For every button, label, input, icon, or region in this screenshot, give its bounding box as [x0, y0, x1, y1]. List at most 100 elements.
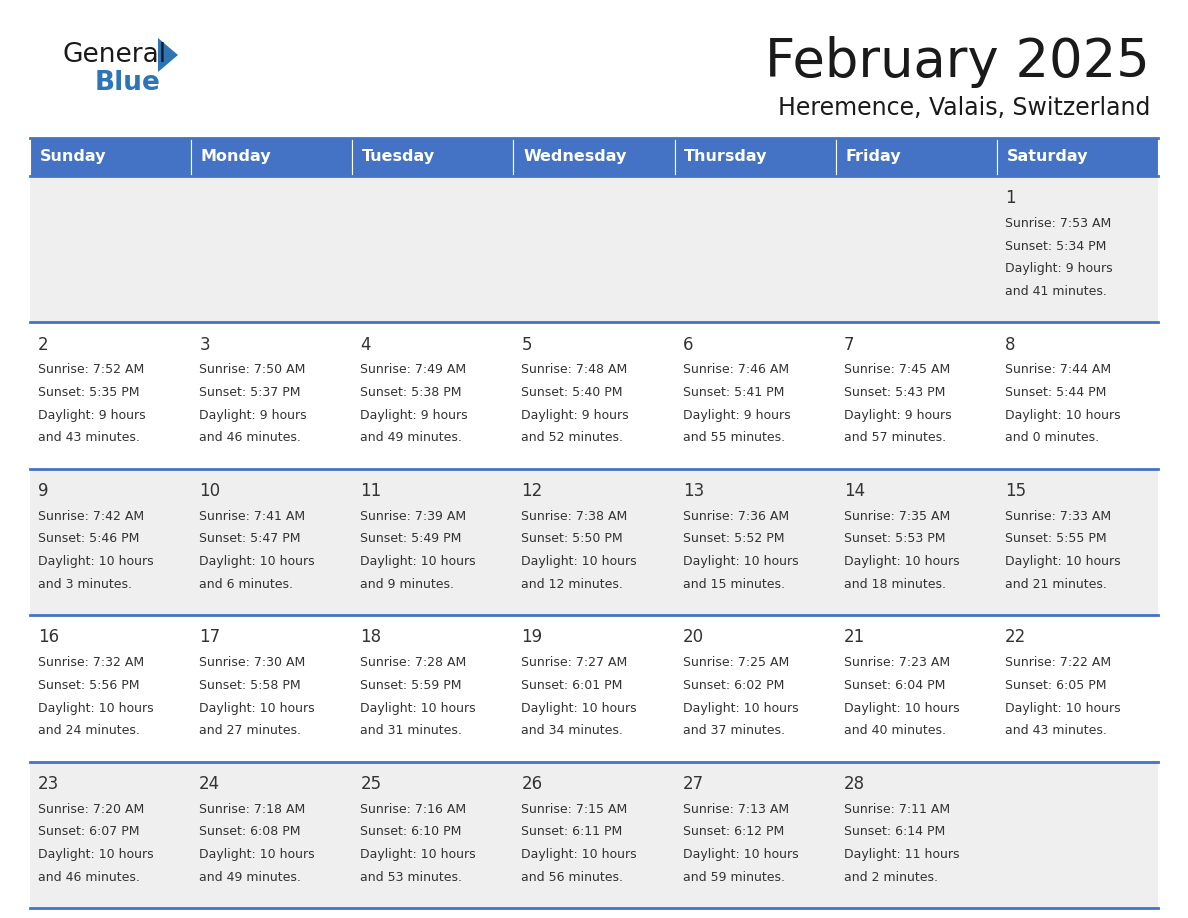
Bar: [997, 615, 1158, 762]
Text: 28: 28: [843, 775, 865, 793]
Text: Sunset: 5:50 PM: Sunset: 5:50 PM: [522, 532, 624, 545]
Text: and 6 minutes.: and 6 minutes.: [200, 577, 293, 591]
Bar: [835, 322, 997, 469]
Text: Daylight: 10 hours: Daylight: 10 hours: [1005, 701, 1120, 714]
Text: Daylight: 10 hours: Daylight: 10 hours: [1005, 409, 1120, 421]
Text: 7: 7: [843, 336, 854, 353]
Text: Sunset: 5:41 PM: Sunset: 5:41 PM: [683, 386, 784, 399]
Bar: [835, 138, 997, 176]
Text: Sunset: 6:04 PM: Sunset: 6:04 PM: [843, 679, 946, 692]
Text: Sunrise: 7:36 AM: Sunrise: 7:36 AM: [683, 509, 789, 522]
Text: Thursday: Thursday: [684, 150, 767, 164]
Text: Sunset: 5:49 PM: Sunset: 5:49 PM: [360, 532, 462, 545]
Bar: [513, 469, 675, 615]
Text: and 18 minutes.: and 18 minutes.: [843, 577, 946, 591]
Text: Sunrise: 7:28 AM: Sunrise: 7:28 AM: [360, 656, 467, 669]
Text: Sunrise: 7:46 AM: Sunrise: 7:46 AM: [683, 364, 789, 376]
Text: and 41 minutes.: and 41 minutes.: [1005, 285, 1107, 298]
Text: Sunset: 6:07 PM: Sunset: 6:07 PM: [38, 825, 139, 838]
Text: Sunset: 5:47 PM: Sunset: 5:47 PM: [200, 532, 301, 545]
Text: Daylight: 10 hours: Daylight: 10 hours: [683, 701, 798, 714]
Text: 16: 16: [38, 629, 59, 646]
Text: 17: 17: [200, 629, 220, 646]
Text: and 57 minutes.: and 57 minutes.: [843, 431, 946, 444]
Text: Sunrise: 7:20 AM: Sunrise: 7:20 AM: [38, 802, 144, 815]
Text: Sunset: 6:10 PM: Sunset: 6:10 PM: [360, 825, 462, 838]
Text: and 49 minutes.: and 49 minutes.: [200, 870, 301, 884]
Text: Sunset: 5:40 PM: Sunset: 5:40 PM: [522, 386, 623, 399]
Text: 3: 3: [200, 336, 210, 353]
Text: Daylight: 10 hours: Daylight: 10 hours: [38, 555, 153, 568]
Text: and 31 minutes.: and 31 minutes.: [360, 724, 462, 737]
Text: Sunset: 6:05 PM: Sunset: 6:05 PM: [1005, 679, 1106, 692]
Text: Daylight: 10 hours: Daylight: 10 hours: [360, 555, 476, 568]
Text: 15: 15: [1005, 482, 1026, 500]
Text: 19: 19: [522, 629, 543, 646]
Text: Sunrise: 7:30 AM: Sunrise: 7:30 AM: [200, 656, 305, 669]
Bar: [191, 138, 353, 176]
Bar: [30, 469, 191, 615]
Text: 18: 18: [360, 629, 381, 646]
Bar: [835, 615, 997, 762]
Bar: [997, 176, 1158, 322]
Text: and 56 minutes.: and 56 minutes.: [522, 870, 624, 884]
Text: Daylight: 10 hours: Daylight: 10 hours: [683, 555, 798, 568]
Text: Sunrise: 7:35 AM: Sunrise: 7:35 AM: [843, 509, 950, 522]
Bar: [997, 138, 1158, 176]
Bar: [675, 322, 835, 469]
Bar: [353, 138, 513, 176]
Text: 24: 24: [200, 775, 220, 793]
Text: and 46 minutes.: and 46 minutes.: [38, 870, 140, 884]
Text: Daylight: 11 hours: Daylight: 11 hours: [843, 848, 959, 861]
Text: Sunset: 5:59 PM: Sunset: 5:59 PM: [360, 679, 462, 692]
Text: Sunrise: 7:27 AM: Sunrise: 7:27 AM: [522, 656, 627, 669]
Text: February 2025: February 2025: [765, 36, 1150, 88]
Text: 22: 22: [1005, 629, 1026, 646]
Text: Sunset: 6:01 PM: Sunset: 6:01 PM: [522, 679, 623, 692]
Text: Daylight: 10 hours: Daylight: 10 hours: [38, 848, 153, 861]
Text: 25: 25: [360, 775, 381, 793]
Text: Sunset: 5:37 PM: Sunset: 5:37 PM: [200, 386, 301, 399]
Text: Daylight: 9 hours: Daylight: 9 hours: [200, 409, 307, 421]
Text: 20: 20: [683, 629, 703, 646]
Text: Daylight: 10 hours: Daylight: 10 hours: [843, 701, 960, 714]
Text: 2: 2: [38, 336, 49, 353]
Text: Sunset: 5:55 PM: Sunset: 5:55 PM: [1005, 532, 1106, 545]
Text: Sunrise: 7:13 AM: Sunrise: 7:13 AM: [683, 802, 789, 815]
Text: and 9 minutes.: and 9 minutes.: [360, 577, 454, 591]
Polygon shape: [158, 38, 178, 72]
Text: Sunset: 5:53 PM: Sunset: 5:53 PM: [843, 532, 946, 545]
Text: Daylight: 9 hours: Daylight: 9 hours: [683, 409, 790, 421]
Text: Daylight: 9 hours: Daylight: 9 hours: [843, 409, 952, 421]
Text: Sunrise: 7:15 AM: Sunrise: 7:15 AM: [522, 802, 627, 815]
Bar: [675, 138, 835, 176]
Bar: [997, 762, 1158, 908]
Text: Daylight: 10 hours: Daylight: 10 hours: [200, 555, 315, 568]
Text: Sunrise: 7:53 AM: Sunrise: 7:53 AM: [1005, 217, 1111, 230]
Text: Sunrise: 7:11 AM: Sunrise: 7:11 AM: [843, 802, 950, 815]
Bar: [30, 176, 191, 322]
Text: Daylight: 9 hours: Daylight: 9 hours: [522, 409, 630, 421]
Text: and 15 minutes.: and 15 minutes.: [683, 577, 784, 591]
Text: Daylight: 10 hours: Daylight: 10 hours: [522, 848, 637, 861]
Text: Sunrise: 7:45 AM: Sunrise: 7:45 AM: [843, 364, 950, 376]
Text: Daylight: 9 hours: Daylight: 9 hours: [38, 409, 146, 421]
Text: 11: 11: [360, 482, 381, 500]
Text: and 24 minutes.: and 24 minutes.: [38, 724, 140, 737]
Text: 6: 6: [683, 336, 693, 353]
Bar: [191, 176, 353, 322]
Text: and 0 minutes.: and 0 minutes.: [1005, 431, 1099, 444]
Text: Daylight: 10 hours: Daylight: 10 hours: [360, 701, 476, 714]
Text: General: General: [62, 42, 166, 68]
Bar: [513, 762, 675, 908]
Text: Daylight: 10 hours: Daylight: 10 hours: [522, 555, 637, 568]
Text: Daylight: 10 hours: Daylight: 10 hours: [522, 701, 637, 714]
Text: and 46 minutes.: and 46 minutes.: [200, 431, 301, 444]
Text: and 59 minutes.: and 59 minutes.: [683, 870, 784, 884]
Text: Heremence, Valais, Switzerland: Heremence, Valais, Switzerland: [778, 96, 1150, 120]
Text: and 37 minutes.: and 37 minutes.: [683, 724, 784, 737]
Text: Sunset: 5:35 PM: Sunset: 5:35 PM: [38, 386, 139, 399]
Text: Sunset: 6:14 PM: Sunset: 6:14 PM: [843, 825, 944, 838]
Text: 21: 21: [843, 629, 865, 646]
Bar: [353, 176, 513, 322]
